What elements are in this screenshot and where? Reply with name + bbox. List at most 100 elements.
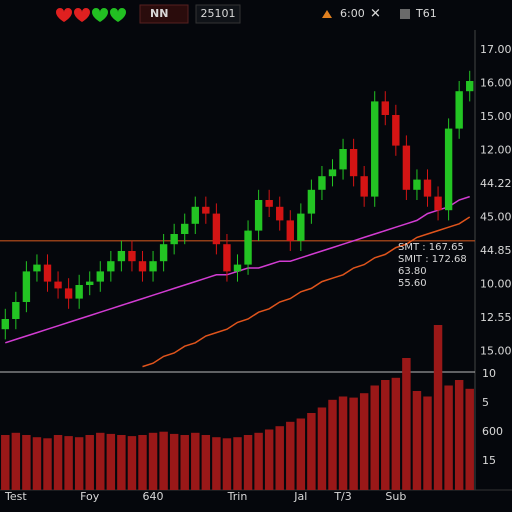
candle-body bbox=[12, 302, 20, 319]
volume-bar bbox=[465, 388, 474, 490]
volume-axis-label: 10 bbox=[482, 367, 496, 380]
moving-average-line bbox=[142, 216, 471, 368]
volume-bar bbox=[433, 325, 443, 490]
candle-body bbox=[307, 189, 316, 214]
volume-bar bbox=[148, 432, 158, 490]
price-axis-label: 44.85 bbox=[480, 244, 512, 257]
volume-bar bbox=[1, 435, 10, 490]
volume-bar bbox=[359, 393, 369, 490]
volume-bar bbox=[338, 396, 348, 490]
time: 6:00 bbox=[340, 7, 365, 20]
close-icon[interactable]: ✕ bbox=[370, 7, 381, 22]
candle-body bbox=[371, 101, 379, 197]
volume-bar bbox=[159, 431, 168, 490]
volume-bar bbox=[296, 418, 306, 490]
quote-box bbox=[195, 4, 241, 24]
candle-body bbox=[360, 176, 368, 197]
candle-body bbox=[64, 288, 73, 299]
candle-body bbox=[265, 200, 273, 207]
candle-body bbox=[96, 271, 104, 282]
candle-body bbox=[286, 220, 294, 241]
candle-body bbox=[212, 213, 221, 245]
volume-bar bbox=[349, 397, 358, 490]
x-tick-label: T/3 bbox=[333, 490, 351, 503]
candle-body bbox=[138, 261, 147, 272]
candle-body bbox=[297, 213, 305, 241]
volume-bar bbox=[138, 435, 147, 490]
candle-body bbox=[43, 264, 52, 282]
interval-icon bbox=[400, 9, 410, 19]
price-axis-label: 12.55 bbox=[480, 311, 512, 324]
candle-body bbox=[191, 206, 199, 224]
candle-body bbox=[328, 169, 337, 177]
volume-bar bbox=[127, 436, 137, 490]
volume-bar bbox=[74, 437, 84, 490]
volume-bar bbox=[317, 407, 327, 490]
candle-body bbox=[349, 149, 358, 177]
interval: T61 bbox=[415, 7, 437, 20]
volume-bar bbox=[117, 435, 126, 490]
heart-icon bbox=[56, 8, 72, 22]
volume-bar bbox=[53, 435, 63, 490]
price-axis-label: 16.00 bbox=[480, 77, 512, 90]
volume-bar bbox=[64, 436, 73, 490]
indicator-label: SMIT : 172.68 bbox=[398, 254, 467, 265]
hearts bbox=[56, 8, 126, 22]
volume-axis-label: 15 bbox=[482, 454, 496, 467]
candle-body bbox=[244, 230, 252, 265]
volume-bar bbox=[381, 380, 390, 490]
volume-bar bbox=[43, 438, 52, 490]
heart-icon bbox=[110, 8, 126, 22]
volume-bar bbox=[328, 399, 337, 490]
candle-body bbox=[54, 281, 62, 289]
candle-body bbox=[233, 264, 242, 272]
volume-bar bbox=[254, 432, 263, 490]
candle-body bbox=[223, 244, 231, 272]
candle-body bbox=[22, 271, 31, 302]
volume-bar bbox=[222, 438, 232, 490]
candle-body bbox=[128, 251, 136, 262]
candle-body bbox=[202, 206, 210, 214]
candle-body bbox=[159, 244, 168, 262]
volume-bar bbox=[307, 413, 316, 490]
volume-bar bbox=[32, 437, 42, 490]
candle-body bbox=[33, 264, 41, 272]
price-axis-label: 17.00 bbox=[480, 43, 512, 56]
candle-body bbox=[434, 196, 442, 211]
volume-bar bbox=[275, 426, 284, 490]
price-axis-label: 10.00 bbox=[480, 278, 512, 291]
volume-bar bbox=[191, 432, 200, 490]
candle-body bbox=[107, 261, 115, 272]
indicator-label: SMT : 167.65 bbox=[398, 242, 464, 253]
candle-body bbox=[339, 149, 347, 170]
price-axis-label: 12.00 bbox=[480, 144, 512, 157]
volume-axis-label: 5 bbox=[482, 396, 489, 409]
volume-bar bbox=[391, 377, 401, 490]
volume-axis-label: 600 bbox=[482, 425, 503, 438]
volume-bar bbox=[169, 433, 179, 490]
x-tick-label: Sub bbox=[385, 490, 406, 503]
volume-bar bbox=[264, 429, 274, 490]
candle-body bbox=[86, 281, 94, 285]
symbol: NN bbox=[150, 7, 168, 20]
candle-body bbox=[466, 81, 474, 92]
volume-bar bbox=[286, 421, 295, 490]
symbol-box[interactable] bbox=[139, 4, 189, 24]
volume-bar bbox=[233, 437, 242, 490]
volume-bar bbox=[106, 433, 116, 490]
candle-body bbox=[392, 115, 400, 146]
indicator-label: 55.60 bbox=[398, 278, 427, 289]
volume-bar bbox=[402, 358, 411, 490]
volume-bar bbox=[11, 432, 21, 490]
x-tick-label: Trin bbox=[227, 490, 248, 503]
volume-bar bbox=[423, 396, 432, 490]
quote: 25101 bbox=[201, 7, 236, 20]
volume-bar bbox=[243, 435, 253, 490]
candle-body bbox=[1, 319, 9, 330]
alert-icon bbox=[322, 10, 332, 18]
volume-bar bbox=[22, 435, 31, 490]
price-axis-label: 45.00 bbox=[480, 211, 512, 224]
volume-bar bbox=[454, 380, 464, 490]
volume-bar bbox=[201, 435, 211, 490]
